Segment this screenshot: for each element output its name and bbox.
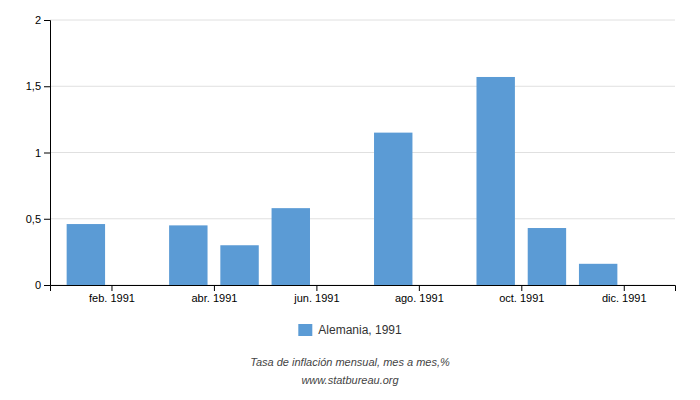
x-tick: ago. 1991 (395, 285, 444, 304)
y-tick: 1,5 (26, 80, 50, 92)
y-tick: 0,5 (26, 213, 50, 225)
x-tick-mark (316, 285, 317, 291)
x-tick-label: abr. 1991 (191, 292, 237, 304)
legend: Alemania, 1991 (298, 323, 402, 337)
x-tick-label: oct. 1991 (499, 292, 544, 304)
y-tick-label: 1,5 (26, 80, 41, 92)
grid-line (50, 152, 675, 153)
y-tick-label: 0 (35, 279, 41, 291)
bar (476, 77, 514, 285)
x-axis-line (51, 286, 676, 292)
x-tick: abr. 1991 (191, 285, 237, 304)
y-tick: 0 (35, 279, 50, 291)
x-tick-mark (419, 285, 420, 291)
y-tick-label: 1 (35, 147, 41, 159)
bars (67, 77, 618, 285)
footer-note: Tasa de inflación mensual, mes a mes,% (250, 356, 450, 368)
x-tick-label: feb. 1991 (89, 292, 135, 304)
x-tick-mark (214, 285, 215, 291)
x-tick-label: jun. 1991 (293, 292, 339, 304)
grid-line (50, 218, 675, 219)
grid-line (50, 20, 675, 21)
bar (579, 264, 617, 285)
x-tick: dic. 1991 (602, 285, 647, 304)
y-tick: 2 (35, 14, 50, 26)
y-tick-mark (44, 86, 50, 87)
bar (169, 225, 207, 285)
chart: feb. 1991 abr. 1991 jun. 1991 ago. 1991 oct.… (0, 0, 700, 400)
x-tick: jun. 1991 (293, 285, 339, 304)
legend-label: Alemania, 1991 (318, 323, 402, 337)
y-tick-label: 0,5 (26, 213, 41, 225)
x-tick-mark (111, 285, 112, 291)
bar (528, 228, 566, 285)
x-tick-label: dic. 1991 (602, 292, 647, 304)
grid (50, 20, 675, 285)
x-tick: feb. 1991 (89, 285, 135, 304)
y-tick-mark (44, 153, 50, 154)
legend-swatch (298, 324, 312, 336)
y-axis: 0 0,5 1 1,5 2 (26, 14, 51, 291)
y-tick-mark (44, 219, 50, 220)
y-axis-line (44, 21, 51, 286)
plot: feb. 1991 abr. 1991 jun. 1991 ago. 1991 oct.… (26, 14, 676, 304)
y-tick-mark (44, 285, 50, 286)
x-axis: feb. 1991 abr. 1991 jun. 1991 ago. 1991 oct.… (51, 285, 676, 304)
x-tick-label: ago. 1991 (395, 292, 444, 304)
bar (220, 245, 258, 285)
bar (272, 208, 310, 285)
y-tick-label: 2 (35, 14, 41, 26)
grid-line (50, 86, 675, 87)
bar (67, 224, 105, 285)
y-tick: 1 (35, 147, 50, 159)
bar (374, 133, 412, 285)
x-tick-mark (624, 285, 625, 291)
footer-note: www.statbureau.org (301, 374, 399, 386)
y-tick-mark (44, 20, 50, 21)
x-tick-mark (521, 285, 522, 291)
legend-item: Alemania, 1991 (298, 323, 402, 337)
x-tick: oct. 1991 (499, 285, 544, 304)
